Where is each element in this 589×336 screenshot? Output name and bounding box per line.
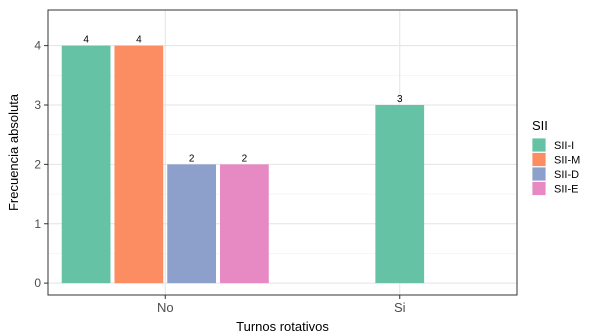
bar-sii-e [220, 164, 269, 284]
legend: SII SII-I SII-M SII-D SII-E [531, 118, 580, 196]
legend-key [531, 137, 547, 153]
data-label: 4 [83, 35, 89, 46]
y-tick-label: 1 [34, 217, 41, 231]
bars [61, 45, 425, 284]
legend-key [531, 166, 547, 182]
legend-title: SII [532, 118, 548, 133]
y-axis: 0 1 2 3 4 [34, 39, 48, 290]
legend-label: SII-I [554, 140, 574, 152]
data-label: 2 [242, 153, 248, 164]
x-tick-label: No [157, 300, 174, 315]
x-tick-label: Si [394, 300, 406, 315]
y-tick-label: 3 [34, 98, 41, 112]
data-labels: 4 4 2 2 3 [83, 35, 403, 165]
x-axis-title: Turnos rotativos [236, 319, 329, 334]
bar-sii-m [114, 45, 164, 284]
legend-label: SII-D [554, 169, 579, 181]
data-label: 4 [136, 35, 142, 46]
data-label: 2 [189, 153, 195, 164]
legend-label: SII-M [554, 155, 580, 167]
bar-sii-i [375, 105, 425, 284]
y-axis-title: Frecuencia absoluta [6, 93, 21, 211]
legend-key [531, 152, 547, 167]
legend-key [531, 181, 547, 196]
bar-sii-i [61, 45, 111, 284]
y-tick-label: 2 [34, 157, 41, 171]
x-axis: No Si [157, 295, 406, 315]
y-tick-label: 0 [34, 276, 41, 290]
plot-panel-border [47, 9, 518, 296]
legend-label: SII-E [554, 184, 578, 196]
bar-sii-d [167, 164, 217, 284]
data-label: 3 [397, 94, 403, 105]
y-tick-label: 4 [34, 39, 41, 53]
